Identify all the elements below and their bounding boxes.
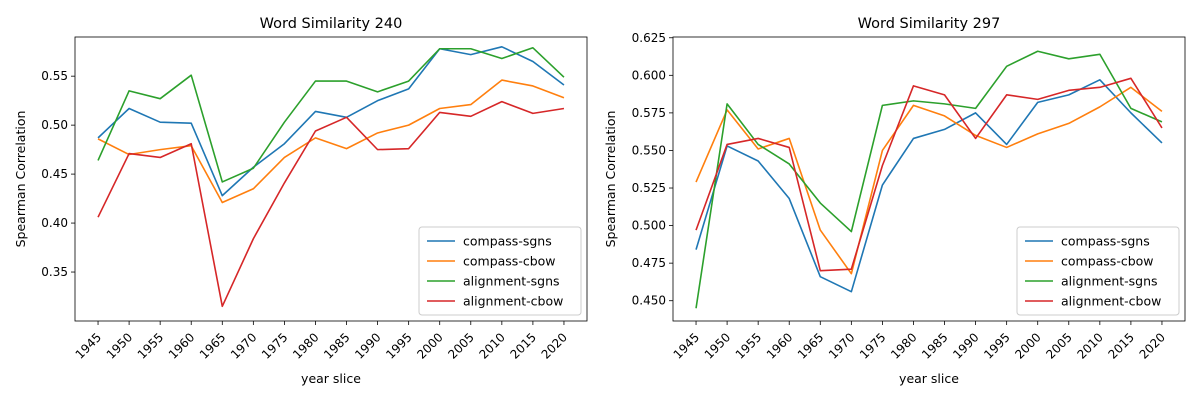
y-tick-label: 0.575 (632, 106, 666, 120)
x-tick-label: 1955 (733, 330, 764, 361)
x-tick-label: 1945 (671, 330, 702, 361)
x-tick-label: 1950 (702, 330, 733, 361)
x-tick-label: 2000 (1012, 330, 1043, 361)
legend-label: alignment-sgns (463, 274, 560, 289)
x-tick-label: 1980 (888, 330, 919, 361)
x-tick-label: 1965 (795, 330, 826, 361)
x-tick-label: 1995 (383, 330, 414, 361)
x-tick-label: 2010 (476, 330, 507, 361)
x-tick-label: 1975 (857, 330, 888, 361)
series-line-compass-sgns (97, 45, 565, 197)
chart-title: Word Similarity 297 (858, 16, 1001, 32)
x-tick-label: 1965 (197, 330, 228, 361)
legend-label: compass-sgns (463, 234, 552, 249)
y-tick-label: 0.40 (41, 216, 68, 230)
x-tick-label: 1985 (919, 330, 950, 361)
chart-title: Word Similarity 240 (260, 16, 403, 32)
plot-frame (74, 36, 588, 322)
y-axis-label: Spearman Correlation (13, 111, 28, 248)
x-tick-label: 1960 (166, 330, 197, 361)
series-line-alignment-cbow (97, 100, 565, 308)
x-tick-label: 1970 (826, 330, 857, 361)
x-tick-label: 1980 (290, 330, 321, 361)
legend-label: compass-cbow (463, 254, 556, 269)
x-tick-label: 2005 (1043, 330, 1074, 361)
legend-label: compass-sgns (1061, 234, 1150, 249)
y-tick-label: 0.625 (632, 31, 666, 45)
x-tick-label: 1990 (950, 330, 981, 361)
x-tick-label: 2015 (508, 330, 539, 361)
series-line-alignment-sgns (97, 46, 565, 183)
series-line-alignment-cbow (695, 77, 1163, 272)
y-tick-label: 0.450 (632, 294, 666, 308)
x-tick-label: 1960 (764, 330, 795, 361)
x-tick-label: 1995 (981, 330, 1012, 361)
x-tick-label: 1985 (321, 330, 352, 361)
legend-label: alignment-cbow (463, 294, 563, 309)
x-tick-label: 2000 (414, 330, 445, 361)
x-axis-label: year slice (899, 371, 959, 386)
x-tick-label: 2020 (1137, 330, 1168, 361)
x-tick-label: 2005 (445, 330, 476, 361)
legend-box (418, 226, 582, 316)
legend: compass-sgns compass-cbow alignment-sgns al… (1016, 226, 1180, 316)
x-tick-label: 2015 (1106, 330, 1137, 361)
y-tick-label: 0.600 (632, 68, 666, 82)
y-tick-label: 0.35 (41, 265, 68, 279)
y-axis-label: Spearman Correlation (603, 111, 618, 248)
plot-frame (672, 36, 1186, 322)
y-tick-label: 0.45 (41, 167, 68, 181)
x-tick-label: 1970 (228, 330, 259, 361)
y-tick-label: 0.500 (632, 219, 666, 233)
series-line-compass-cbow (97, 79, 565, 204)
x-tick-label: 1975 (259, 330, 290, 361)
legend: compass-sgns compass-cbow alignment-sgns al… (418, 226, 582, 316)
x-tick-label: 1945 (73, 330, 104, 361)
y-tick-label: 0.475 (632, 256, 666, 270)
legend-label: compass-cbow (1061, 254, 1154, 269)
x-axis-label: year slice (301, 371, 361, 386)
x-tick-label: 2010 (1074, 330, 1105, 361)
y-tick-label: 0.55 (41, 69, 68, 83)
series-line-alignment-sgns (695, 50, 1163, 309)
legend-label: alignment-cbow (1061, 294, 1161, 309)
legend-label: alignment-sgns (1061, 274, 1158, 289)
x-tick-label: 2020 (539, 330, 570, 361)
y-tick-label: 0.50 (41, 118, 68, 132)
series-line-compass-sgns (695, 79, 1163, 293)
y-tick-label: 0.525 (632, 181, 666, 195)
x-tick-label: 1955 (135, 330, 166, 361)
x-tick-label: 1950 (104, 330, 135, 361)
y-tick-label: 0.550 (632, 143, 666, 157)
legend-box (1016, 226, 1180, 316)
x-tick-label: 1990 (352, 330, 383, 361)
